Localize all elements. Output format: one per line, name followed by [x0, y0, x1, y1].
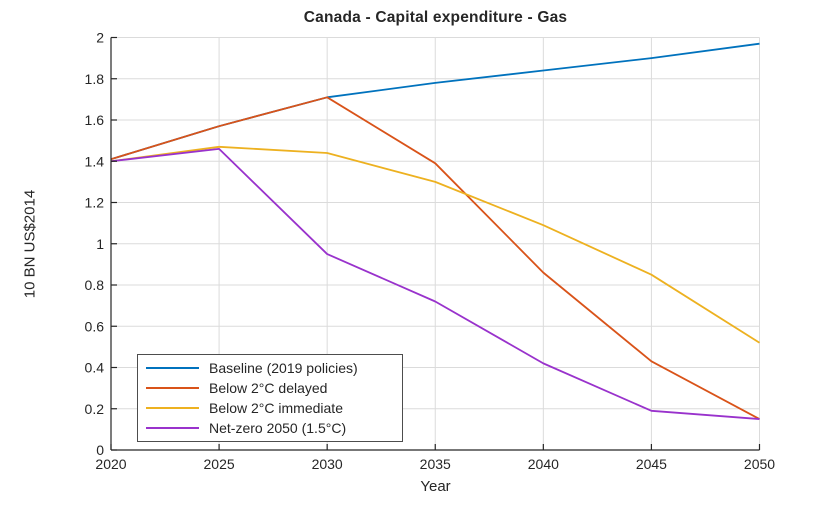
y-tick-label: 1.6 — [85, 112, 105, 128]
legend-line-swatch — [146, 387, 199, 389]
legend-item: Below 2°C delayed — [138, 379, 402, 398]
legend-label: Net-zero 2050 (1.5°C) — [209, 420, 347, 436]
x-axis-title: Year — [420, 478, 451, 495]
chart-title: Canada - Capital expenditure - Gas — [303, 9, 568, 26]
y-tick-label: 0.8 — [85, 277, 105, 293]
legend-label: Below 2°C delayed — [209, 380, 328, 396]
legend-line-swatch — [146, 367, 199, 369]
x-tick-label: 2025 — [204, 456, 235, 472]
series-line-below-2-c-immediate — [110, 145, 760, 344]
x-tick-label: 2050 — [744, 456, 775, 472]
y-tick-label: 0.2 — [85, 401, 105, 417]
legend-label: Baseline (2019 policies) — [209, 360, 358, 376]
y-tick-label: 1.8 — [85, 71, 105, 87]
y-axis-title: 10 BN US$2014 — [21, 189, 39, 299]
y-tick-label: 0.4 — [85, 360, 105, 376]
y-tick-label: 2 — [96, 30, 104, 46]
legend: Baseline (2019 policies) Below 2°C delay… — [137, 354, 403, 442]
x-tick-label: 2035 — [420, 456, 451, 472]
legend-label: Below 2°C immediate — [209, 400, 343, 416]
legend-line-swatch — [146, 427, 199, 429]
series-line-net-zero-2050-1-5-c — [110, 147, 760, 420]
legend-item: Below 2°C immediate — [138, 399, 402, 418]
y-tick-label: 0.6 — [85, 318, 105, 334]
y-tick-label: 0 — [96, 442, 104, 458]
legend-item: Net-zero 2050 (1.5°C) — [138, 419, 402, 438]
y-tick-label: 1.2 — [85, 195, 105, 211]
series-line-below-2-c-delayed — [110, 96, 760, 420]
legend-line-swatch — [146, 407, 199, 409]
x-tick-label: 2020 — [95, 456, 126, 472]
legend-item: Baseline (2019 policies) — [138, 359, 402, 378]
x-tick-label: 2045 — [636, 456, 667, 472]
y-tick-label: 1 — [96, 236, 104, 252]
x-tick-label: 2040 — [528, 456, 559, 472]
y-tick-label: 1.4 — [85, 153, 105, 169]
x-tick-label: 2030 — [312, 456, 343, 472]
